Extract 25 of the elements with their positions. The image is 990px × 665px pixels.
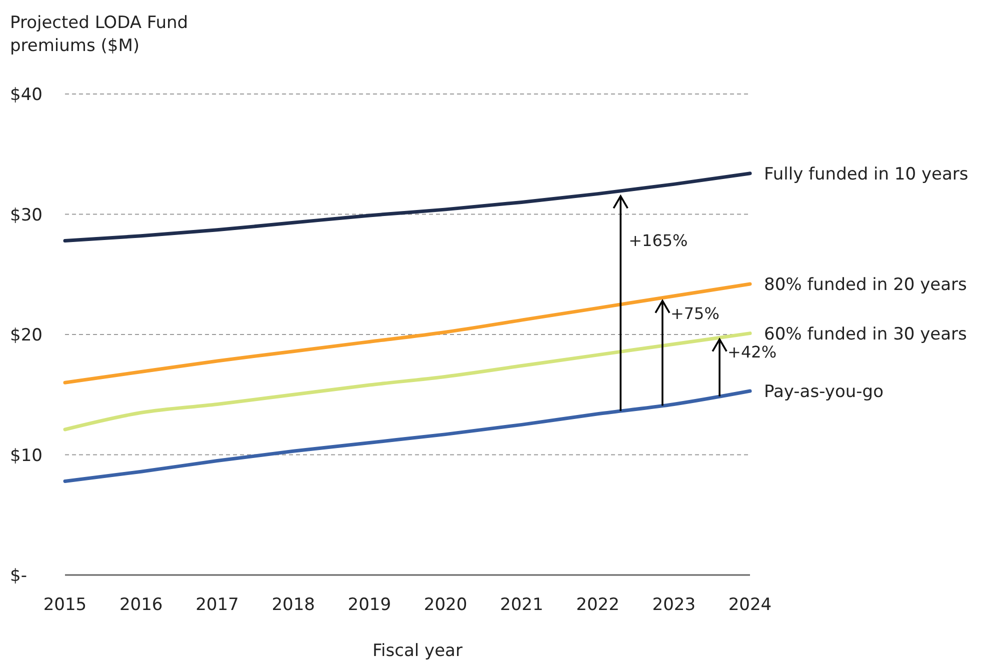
y-tick-label: $20 [10, 326, 42, 346]
series-label: 80% funded in 20 years [764, 274, 968, 295]
x-tick-label: 2023 [652, 595, 696, 615]
x-tick-label: 2019 [348, 595, 392, 615]
y-tick-label: $- [10, 566, 27, 586]
y-tick-label: $40 [10, 85, 42, 105]
line-series [63, 389, 752, 483]
x-tick-label: 2018 [272, 595, 315, 615]
x-tick-label: 2017 [196, 595, 239, 615]
annotation: +42% [728, 342, 777, 362]
annotation: +165% [628, 231, 688, 250]
series-label: Pay-as-you-go [764, 382, 884, 402]
series-label: Fully funded in 10 years [764, 164, 968, 184]
annotation: +75% [670, 304, 720, 323]
x-tick-label: 2021 [500, 595, 544, 615]
x-tick-label: 2022 [576, 595, 620, 615]
x-tick-label: 2020 [424, 595, 468, 615]
y-tick-label: $30 [10, 205, 42, 226]
series-label: 60% funded in 30 years [764, 324, 968, 344]
x-tick-label: 2015 [43, 595, 87, 615]
x-axis-title: Fiscal year [372, 641, 462, 661]
x-tick-label: 2016 [119, 595, 163, 615]
x-tick-label: 2024 [728, 595, 772, 615]
y-tick-label: $10 [10, 446, 42, 466]
y-axis-title: Projected LODA Fund premiums ($M) [10, 13, 188, 56]
